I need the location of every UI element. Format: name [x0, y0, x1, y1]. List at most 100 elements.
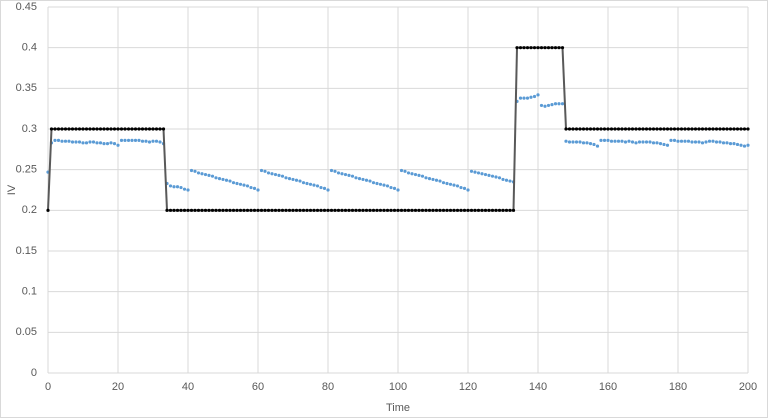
data-point	[473, 208, 477, 212]
data-point	[564, 127, 568, 131]
data-point	[273, 172, 278, 177]
y-tick-label: 0.3	[22, 123, 37, 135]
y-tick-label: 0	[31, 367, 37, 379]
data-point	[473, 170, 477, 174]
data-point	[532, 94, 537, 99]
data-point	[326, 208, 330, 212]
data-point	[627, 139, 631, 143]
data-point	[690, 127, 694, 131]
data-point	[602, 138, 607, 142]
data-point	[441, 181, 446, 185]
data-point	[606, 127, 610, 131]
data-point	[77, 140, 82, 144]
data-point	[340, 172, 344, 176]
data-point	[231, 181, 236, 185]
data-point	[249, 185, 253, 190]
data-point	[424, 176, 428, 180]
data-point	[637, 140, 642, 144]
x-tick-label: 20	[112, 381, 124, 393]
data-point	[252, 186, 257, 190]
data-point	[480, 172, 484, 176]
data-point	[151, 139, 155, 143]
data-point	[413, 208, 418, 212]
data-point	[522, 46, 526, 50]
data-point	[112, 127, 117, 131]
data-point	[595, 127, 600, 131]
data-point	[378, 182, 383, 186]
data-point	[259, 168, 264, 173]
data-point	[308, 182, 313, 186]
data-point	[651, 141, 656, 145]
data-point	[354, 208, 358, 212]
data-point	[669, 127, 673, 131]
data-point	[679, 127, 684, 131]
y-tick-label: 0.35	[16, 82, 37, 94]
data-point	[403, 169, 407, 173]
data-point	[564, 139, 568, 143]
x-tick-label: 140	[529, 381, 547, 393]
data-point	[305, 208, 309, 212]
data-point	[651, 127, 656, 131]
data-point	[725, 127, 729, 131]
data-point	[490, 208, 495, 212]
data-point	[200, 208, 204, 212]
data-point	[704, 127, 708, 131]
data-point	[539, 103, 544, 108]
data-point	[609, 139, 614, 143]
data-point	[340, 208, 344, 212]
data-point	[210, 208, 215, 212]
data-point	[140, 127, 145, 131]
data-point	[697, 140, 701, 144]
data-point	[200, 172, 204, 176]
data-point	[242, 183, 246, 187]
data-point	[648, 127, 652, 131]
data-point	[529, 95, 533, 99]
data-point	[298, 179, 302, 183]
data-point	[91, 140, 96, 144]
data-point	[665, 127, 670, 131]
data-point	[312, 208, 316, 212]
data-point	[277, 208, 281, 212]
data-point	[420, 174, 425, 178]
data-point	[623, 140, 628, 144]
data-point	[438, 179, 442, 183]
data-point	[46, 208, 50, 212]
data-point	[399, 168, 404, 173]
data-point	[536, 46, 540, 50]
data-point	[714, 127, 719, 131]
data-point	[84, 127, 89, 131]
data-point	[448, 182, 453, 186]
data-point	[98, 127, 103, 131]
y-tick-label: 0.45	[16, 1, 37, 13]
data-point	[102, 127, 106, 131]
data-point	[91, 127, 96, 131]
data-point	[329, 208, 334, 212]
data-point	[644, 127, 649, 131]
data-point	[529, 46, 533, 50]
data-point	[207, 173, 211, 177]
data-point	[147, 140, 152, 144]
data-point	[165, 208, 169, 212]
y-tick-label: 0.2	[22, 204, 37, 216]
data-point	[361, 208, 365, 212]
data-point	[609, 127, 614, 131]
data-point	[95, 127, 99, 131]
data-point	[599, 127, 603, 131]
data-point	[746, 127, 750, 131]
data-point	[242, 208, 246, 212]
data-point	[277, 173, 281, 177]
data-point	[249, 208, 253, 212]
data-point	[350, 208, 355, 212]
y-tick-label: 0.4	[22, 42, 37, 54]
x-tick-label: 40	[182, 381, 194, 393]
x-tick-label: 60	[252, 381, 264, 393]
data-point	[469, 169, 474, 173]
data-point	[634, 141, 638, 145]
data-point	[620, 127, 624, 131]
data-point	[655, 141, 659, 145]
data-point	[294, 178, 299, 182]
data-point	[81, 127, 85, 131]
data-point	[672, 138, 677, 142]
data-point	[455, 184, 460, 188]
